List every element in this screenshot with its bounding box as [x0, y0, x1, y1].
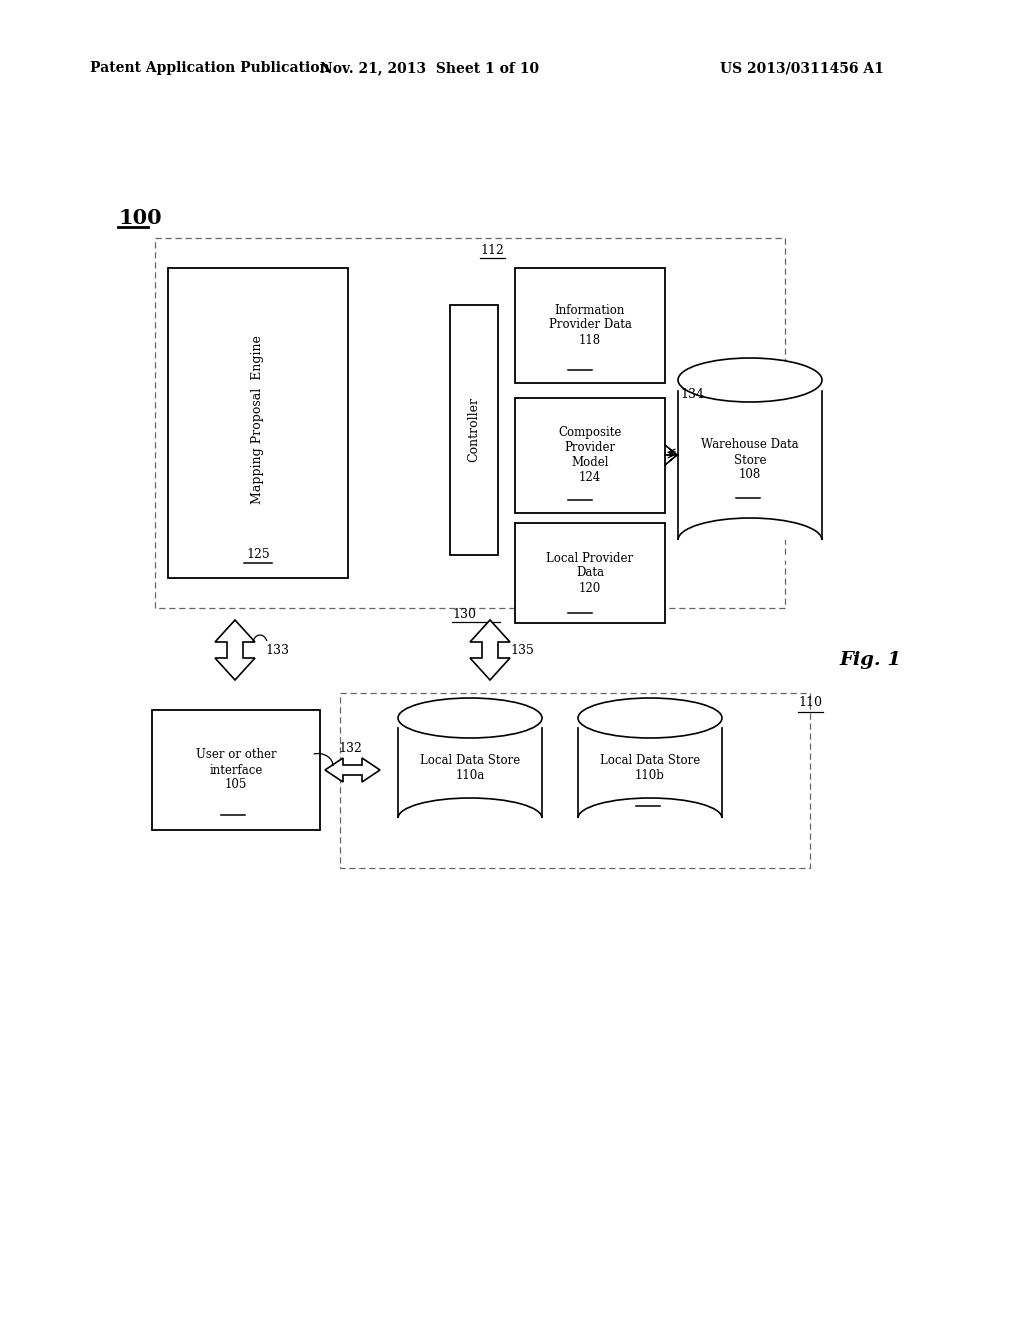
Ellipse shape — [398, 698, 542, 738]
Polygon shape — [215, 620, 255, 680]
Text: Local Provider
Data
120: Local Provider Data 120 — [547, 552, 634, 594]
Text: 135: 135 — [510, 644, 534, 656]
Bar — [578, 718, 722, 818]
Text: Fig. 1: Fig. 1 — [839, 651, 901, 669]
Bar — [398, 718, 542, 818]
Text: Controller: Controller — [468, 397, 480, 462]
Text: 112: 112 — [480, 243, 504, 256]
Text: 132: 132 — [338, 742, 361, 755]
Bar — [450, 305, 498, 554]
Bar — [678, 380, 822, 540]
Text: Local Data Store
110a: Local Data Store 110a — [420, 754, 520, 781]
Ellipse shape — [678, 358, 822, 403]
Text: 130: 130 — [452, 607, 476, 620]
Text: Nov. 21, 2013  Sheet 1 of 10: Nov. 21, 2013 Sheet 1 of 10 — [321, 61, 540, 75]
Bar — [515, 399, 665, 513]
Bar — [168, 268, 348, 578]
Bar — [515, 523, 665, 623]
Bar — [155, 238, 785, 609]
Bar — [515, 268, 665, 383]
Text: 110: 110 — [798, 697, 822, 710]
Text: User or other
interface
105: User or other interface 105 — [196, 748, 276, 792]
Text: 133: 133 — [265, 644, 289, 656]
Text: Composite
Provider
Model
124: Composite Provider Model 124 — [558, 426, 622, 484]
Bar — [152, 710, 319, 830]
Text: Warehouse Data
Store
108: Warehouse Data Store 108 — [701, 438, 799, 482]
Polygon shape — [470, 620, 510, 680]
Polygon shape — [325, 758, 380, 781]
Text: Local Data Store
110b: Local Data Store 110b — [600, 754, 700, 781]
Text: Patent Application Publication: Patent Application Publication — [90, 61, 330, 75]
Ellipse shape — [578, 698, 722, 738]
Text: 134: 134 — [680, 388, 705, 401]
Text: Information
Provider Data
118: Information Provider Data 118 — [549, 304, 632, 346]
Text: 100: 100 — [118, 209, 162, 228]
Bar — [340, 693, 810, 869]
Text: US 2013/0311456 A1: US 2013/0311456 A1 — [720, 61, 884, 75]
Text: 125: 125 — [246, 549, 270, 561]
Text: Mapping Proposal  Engine: Mapping Proposal Engine — [252, 335, 264, 504]
